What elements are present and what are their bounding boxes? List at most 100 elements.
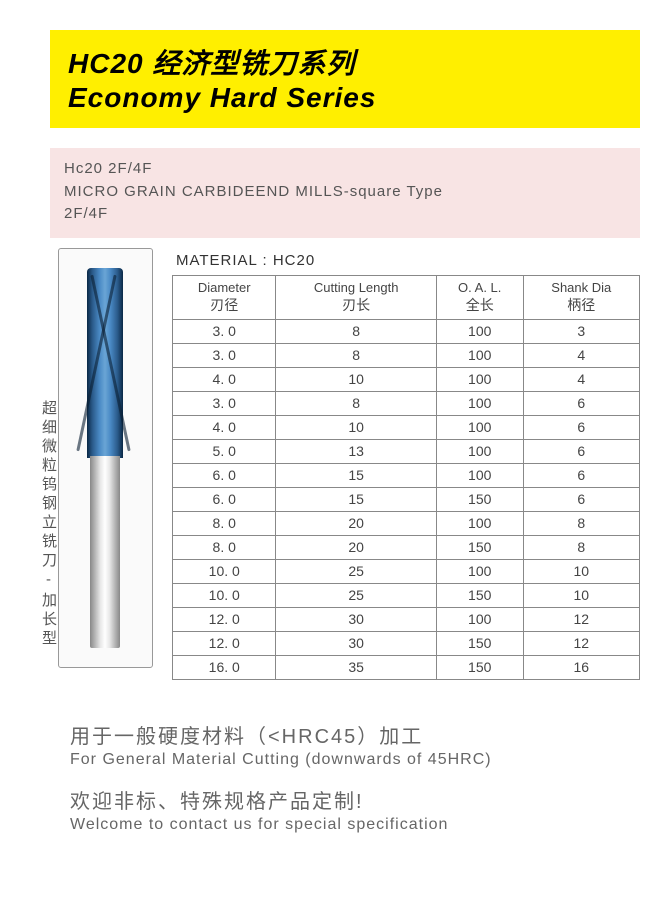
table-cell: 3. 0 bbox=[173, 343, 276, 367]
table-cell: 6 bbox=[523, 487, 639, 511]
table-row: 5. 0131006 bbox=[173, 439, 640, 463]
table-cell: 6. 0 bbox=[173, 487, 276, 511]
spec-table: Diameter 刃径 Cutting Length 刃长 O. A. L. 全… bbox=[172, 275, 640, 680]
table-row: 16. 03515016 bbox=[173, 655, 640, 679]
table-row: 10. 02510010 bbox=[173, 559, 640, 583]
table-cell: 8 bbox=[276, 343, 436, 367]
table-cell: 8 bbox=[523, 535, 639, 559]
table-cell: 12. 0 bbox=[173, 607, 276, 631]
table-cell: 25 bbox=[276, 559, 436, 583]
table-cell: 6 bbox=[523, 463, 639, 487]
table-cell: 8 bbox=[276, 319, 436, 343]
table-cell: 15 bbox=[276, 463, 436, 487]
table-cell: 4. 0 bbox=[173, 415, 276, 439]
usage-note-cn: 用于一般硬度材料（<HRC45）加工 bbox=[70, 720, 640, 749]
table-cell: 8 bbox=[523, 511, 639, 535]
table-cell: 10. 0 bbox=[173, 583, 276, 607]
table-cell: 100 bbox=[436, 439, 523, 463]
table-row: 8. 0201008 bbox=[173, 511, 640, 535]
table-cell: 30 bbox=[276, 631, 436, 655]
table-cell: 10 bbox=[276, 367, 436, 391]
table-cell: 6 bbox=[523, 415, 639, 439]
title-english: Economy Hard Series bbox=[68, 82, 622, 114]
table-row: 12. 03010012 bbox=[173, 607, 640, 631]
table-cell: 150 bbox=[436, 535, 523, 559]
title-block: HC20 经济型铣刀系列 Economy Hard Series bbox=[50, 30, 640, 128]
table-cell: 6 bbox=[523, 439, 639, 463]
table-row: 3. 081004 bbox=[173, 343, 640, 367]
table-row: 12. 03015012 bbox=[173, 631, 640, 655]
material-label: MATERIAL : HC20 bbox=[172, 248, 640, 275]
contact-note-en: Welcome to contact us for special specif… bbox=[70, 816, 640, 834]
table-cell: 100 bbox=[436, 511, 523, 535]
contact-note-cn: 欢迎非标、特殊规格产品定制! bbox=[70, 785, 640, 814]
table-cell: 6 bbox=[523, 391, 639, 415]
tool-shank bbox=[90, 456, 120, 648]
table-cell: 3 bbox=[523, 319, 639, 343]
table-cell: 150 bbox=[436, 487, 523, 511]
table-cell: 150 bbox=[436, 631, 523, 655]
table-cell: 5. 0 bbox=[173, 439, 276, 463]
table-cell: 8 bbox=[276, 391, 436, 415]
table-row: 4. 0101006 bbox=[173, 415, 640, 439]
table-cell: 3. 0 bbox=[173, 319, 276, 343]
subtitle-block: Hc20 2F/4F MICRO GRAIN CARBIDEEND MILLS-… bbox=[50, 148, 640, 238]
table-cell: 25 bbox=[276, 583, 436, 607]
table-cell: 12. 0 bbox=[173, 631, 276, 655]
table-cell: 100 bbox=[436, 559, 523, 583]
table-cell: 3. 0 bbox=[173, 391, 276, 415]
table-row: 6. 0151506 bbox=[173, 487, 640, 511]
table-cell: 6. 0 bbox=[173, 463, 276, 487]
title-chinese: HC20 经济型铣刀系列 bbox=[68, 42, 622, 82]
side-column bbox=[50, 248, 160, 668]
table-cell: 30 bbox=[276, 607, 436, 631]
table-header-row: Diameter 刃径 Cutting Length 刃长 O. A. L. 全… bbox=[173, 275, 640, 319]
table-column: MATERIAL : HC20 Diameter 刃径 Cutting Leng… bbox=[172, 248, 640, 680]
table-row: 4. 0101004 bbox=[173, 367, 640, 391]
table-cell: 8. 0 bbox=[173, 511, 276, 535]
table-cell: 12 bbox=[523, 607, 639, 631]
table-cell: 16 bbox=[523, 655, 639, 679]
col-header-oal: O. A. L. 全长 bbox=[436, 275, 523, 319]
table-cell: 4 bbox=[523, 343, 639, 367]
side-vertical-label: 超细微粒钨钢立铣刀-加长型 bbox=[38, 400, 59, 649]
end-mill-illustration bbox=[87, 268, 123, 648]
tool-flute bbox=[87, 268, 123, 458]
page-container: HC20 经济型铣刀系列 Economy Hard Series Hc20 2F… bbox=[0, 0, 670, 890]
table-cell: 10 bbox=[523, 583, 639, 607]
table-cell: 4. 0 bbox=[173, 367, 276, 391]
table-cell: 100 bbox=[436, 319, 523, 343]
table-cell: 20 bbox=[276, 535, 436, 559]
tool-image bbox=[58, 248, 153, 668]
table-row: 3. 081003 bbox=[173, 319, 640, 343]
table-cell: 16. 0 bbox=[173, 655, 276, 679]
table-cell: 100 bbox=[436, 415, 523, 439]
subtitle-line-2: MICRO GRAIN CARBIDEEND MILLS-square Type bbox=[64, 181, 626, 204]
table-row: 10. 02515010 bbox=[173, 583, 640, 607]
table-cell: 100 bbox=[436, 463, 523, 487]
table-cell: 12 bbox=[523, 631, 639, 655]
table-cell: 10 bbox=[276, 415, 436, 439]
footer-block: 用于一般硬度材料（<HRC45）加工 For General Material … bbox=[50, 720, 640, 834]
table-cell: 150 bbox=[436, 655, 523, 679]
col-header-shank-dia: Shank Dia 柄径 bbox=[523, 275, 639, 319]
content-row: 超细微粒钨钢立铣刀-加长型 MATERIAL : HC20 Diameter 刃… bbox=[50, 248, 640, 680]
table-cell: 150 bbox=[436, 583, 523, 607]
table-cell: 8. 0 bbox=[173, 535, 276, 559]
table-cell: 100 bbox=[436, 343, 523, 367]
table-cell: 35 bbox=[276, 655, 436, 679]
table-cell: 4 bbox=[523, 367, 639, 391]
subtitle-line-1: Hc20 2F/4F bbox=[64, 158, 626, 181]
subtitle-line-3: 2F/4F bbox=[64, 203, 626, 226]
table-row: 3. 081006 bbox=[173, 391, 640, 415]
table-cell: 20 bbox=[276, 511, 436, 535]
table-cell: 100 bbox=[436, 367, 523, 391]
table-row: 6. 0151006 bbox=[173, 463, 640, 487]
col-header-cutting-length: Cutting Length 刃长 bbox=[276, 275, 436, 319]
table-cell: 15 bbox=[276, 487, 436, 511]
table-cell: 10 bbox=[523, 559, 639, 583]
table-row: 8. 0201508 bbox=[173, 535, 640, 559]
table-cell: 10. 0 bbox=[173, 559, 276, 583]
usage-note-en: For General Material Cutting (downwards … bbox=[70, 751, 640, 769]
table-cell: 100 bbox=[436, 391, 523, 415]
